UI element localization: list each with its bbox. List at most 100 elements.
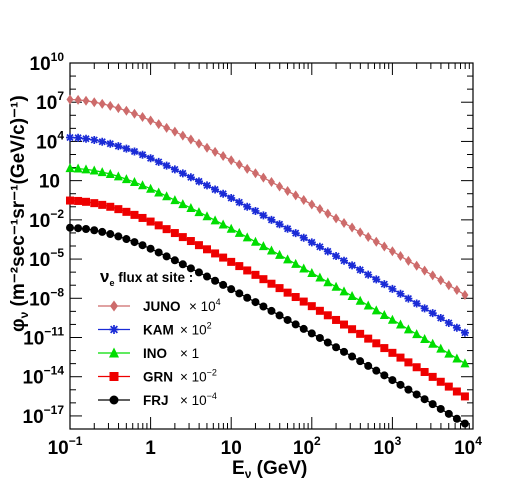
legend-entry-ino: INO × 1 [98, 346, 199, 361]
data-point [395, 319, 405, 329]
data-point [284, 186, 292, 197]
data-point [347, 290, 357, 300]
y-tick-label: 10−14 [23, 364, 65, 389]
data-point [243, 202, 252, 211]
data-point [106, 230, 115, 239]
data-point [307, 238, 316, 247]
data-point [332, 252, 341, 261]
data-point [113, 171, 123, 181]
axis-titles: Eν (GeV) φν (m⁻²sec⁻¹sr⁻¹(GeV/c)⁻¹) [8, 95, 307, 481]
data-point [110, 300, 118, 312]
data-point [364, 361, 373, 370]
series-line [69, 227, 466, 425]
data-point [453, 285, 461, 296]
data-point [178, 199, 188, 209]
data-point [146, 217, 155, 226]
data-point [452, 387, 461, 396]
data-point [219, 253, 228, 262]
data-point [194, 207, 204, 217]
data-point [403, 324, 413, 334]
data-point [339, 286, 349, 296]
x-tick-label: 1 [145, 438, 156, 459]
data-point [340, 320, 349, 329]
data-point [194, 268, 203, 277]
data-point [187, 134, 195, 145]
data-point [396, 380, 405, 389]
data-point [66, 196, 74, 205]
data-point [98, 137, 107, 146]
data-point [178, 260, 187, 269]
data-point [98, 98, 106, 109]
data-point [275, 284, 284, 293]
data-point [348, 222, 356, 233]
data-point [211, 276, 220, 285]
data-point [138, 180, 148, 190]
x-tick-label: 10−1 [48, 434, 83, 459]
data-point [371, 305, 381, 315]
data-point [211, 146, 219, 157]
data-point [404, 358, 413, 367]
series-kam [66, 133, 469, 337]
data-point [114, 103, 122, 114]
series-ino [65, 163, 470, 368]
data-point [356, 227, 364, 238]
data-point [323, 338, 332, 347]
data-point [332, 315, 341, 324]
legend: νe flux at site : JUNO × 104 KAM × 102 INO × 1… [98, 267, 221, 408]
legend-entry-juno: JUNO × 104 [98, 297, 221, 314]
data-point [234, 227, 244, 237]
data-point [138, 150, 147, 159]
data-point [109, 347, 119, 358]
data-point [379, 309, 389, 319]
data-point [283, 288, 292, 297]
data-point [195, 138, 203, 149]
data-point [412, 363, 421, 372]
data-point [428, 372, 437, 381]
data-point [307, 329, 316, 338]
data-point [356, 329, 365, 338]
data-point [396, 289, 405, 298]
data-point [267, 177, 275, 188]
data-point [460, 392, 469, 401]
data-point [315, 333, 324, 342]
data-point [307, 302, 316, 311]
data-point [109, 395, 119, 405]
data-point [291, 258, 301, 268]
data-point [90, 97, 98, 108]
data-point [292, 190, 300, 201]
data-point [428, 309, 437, 318]
data-point [259, 275, 268, 284]
data-point [348, 325, 357, 334]
data-point [452, 353, 462, 363]
data-point [243, 266, 252, 275]
data-point [154, 157, 163, 166]
data-point [105, 169, 115, 179]
data-point [114, 205, 123, 214]
data-point [162, 225, 171, 234]
data-point [436, 314, 445, 323]
data-point [98, 200, 107, 209]
data-point [81, 164, 91, 174]
data-point [65, 163, 75, 173]
data-point [275, 311, 284, 320]
data-point [266, 245, 276, 255]
legend-label: GRN [143, 370, 173, 385]
data-point [315, 242, 324, 251]
data-point [186, 173, 195, 182]
data-point [412, 299, 421, 308]
data-point [332, 343, 341, 352]
y-tick-label: 104 [36, 128, 64, 153]
legend-title: νe flux at site : [100, 267, 193, 288]
data-point [73, 163, 83, 173]
data-point [413, 260, 421, 271]
data-point [122, 144, 131, 153]
series-frj [66, 223, 469, 428]
data-point [74, 196, 83, 205]
data-point [82, 224, 91, 233]
data-point [162, 191, 172, 201]
data-point [258, 241, 268, 251]
data-point [388, 284, 397, 293]
data-point [170, 195, 180, 205]
data-point [122, 207, 131, 216]
data-point [154, 187, 164, 197]
